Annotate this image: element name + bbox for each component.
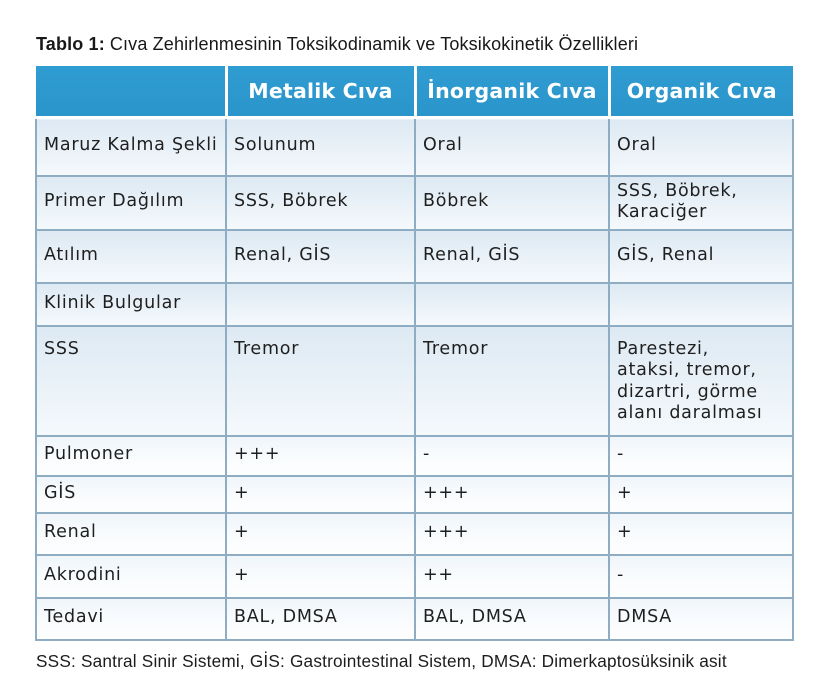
table-cell: Oral — [608, 117, 794, 176]
table-cell: Tremor — [225, 325, 415, 436]
table-row: Primer Dağılım SSS, Böbrek Böbrek SSS, B… — [35, 175, 794, 230]
table-cell: DMSA — [608, 597, 794, 640]
row-label: Pulmoner — [35, 435, 226, 476]
row-label: GİS — [35, 475, 226, 513]
header-cell-metalik-civa: Metalik Cıva — [224, 66, 415, 118]
table-cell: Oral — [414, 117, 609, 176]
table-caption-number: Tablo 1: — [36, 34, 105, 54]
table-cell: Renal, GİS — [225, 229, 415, 283]
row-label: Klinik Bulgular — [35, 282, 226, 326]
table-cell: Solunum — [225, 117, 415, 176]
table-cell — [225, 282, 415, 326]
table-cell: Böbrek — [414, 175, 609, 230]
table-caption-title: Cıva Zehirlenmesinin Toksikodinamik ve T… — [109, 34, 639, 54]
table-cell: +++ — [414, 475, 609, 513]
table-cell: + — [225, 475, 415, 513]
table-cell: - — [414, 435, 609, 476]
header-row: Metalik Cıva İnorganik Cıva Organik Cıva — [36, 66, 793, 118]
row-label: Primer Dağılım — [35, 175, 226, 230]
table-cell: Tremor — [414, 325, 609, 436]
table-cell: +++ — [414, 512, 609, 555]
table-cell: GİS, Renal — [608, 229, 794, 283]
table-cell: - — [608, 554, 794, 598]
table-cell: BAL, DMSA — [414, 597, 609, 640]
row-label: Maruz Kalma Şekli — [35, 117, 226, 176]
table-row: SSS Tremor Tremor Parestezi, ataksi, tre… — [35, 325, 794, 436]
table-cell: SSS, Böbrek — [225, 175, 415, 230]
toxicology-table: Metalik Cıva İnorganik Cıva Organik Cıva… — [35, 66, 794, 641]
table-cell: - — [608, 435, 794, 476]
table-row: Akrodini + ++ - — [35, 554, 794, 598]
table-cell: ++ — [414, 554, 609, 598]
table-row: Renal + +++ + — [35, 512, 794, 555]
table-cell: BAL, DMSA — [225, 597, 415, 640]
row-label: Renal — [35, 512, 226, 555]
table-row: Pulmoner +++ - - — [35, 435, 794, 476]
header-cell-inorganik-civa: İnorganik Cıva — [413, 66, 609, 118]
table-cell: +++ — [225, 435, 415, 476]
table-cell — [414, 282, 609, 326]
table-cell: Parestezi, ataksi, tremor, dizartri, gör… — [608, 325, 794, 436]
table-row: GİS + +++ + — [35, 475, 794, 513]
row-label: Atılım — [35, 229, 226, 283]
table-caption: Tablo 1: Cıva Zehirlenmesinin Toksikodina… — [36, 33, 638, 55]
table-row: Klinik Bulgular — [35, 282, 794, 326]
row-label: Akrodini — [35, 554, 226, 598]
table-cell: SSS, Böbrek, Karaciğer — [608, 175, 794, 230]
table-cell — [608, 282, 794, 326]
table-cell: + — [225, 554, 415, 598]
header-cell-organik-civa: Organik Cıva — [607, 66, 793, 118]
table-footnote: SSS: Santral Sinir Sistemi, GİS: Gastroi… — [36, 651, 727, 671]
table-cell: + — [608, 475, 794, 513]
table-row: Tedavi BAL, DMSA BAL, DMSA DMSA — [35, 597, 794, 640]
table-row: Atılım Renal, GİS Renal, GİS GİS, Renal — [35, 229, 794, 283]
table-cell: + — [608, 512, 794, 555]
header-cell-blank — [36, 66, 226, 118]
table-row: Maruz Kalma Şekli Solunum Oral Oral — [35, 117, 794, 176]
row-label: Tedavi — [35, 597, 226, 640]
table-cell: + — [225, 512, 415, 555]
row-label: SSS — [35, 325, 226, 436]
table-cell: Renal, GİS — [414, 229, 609, 283]
